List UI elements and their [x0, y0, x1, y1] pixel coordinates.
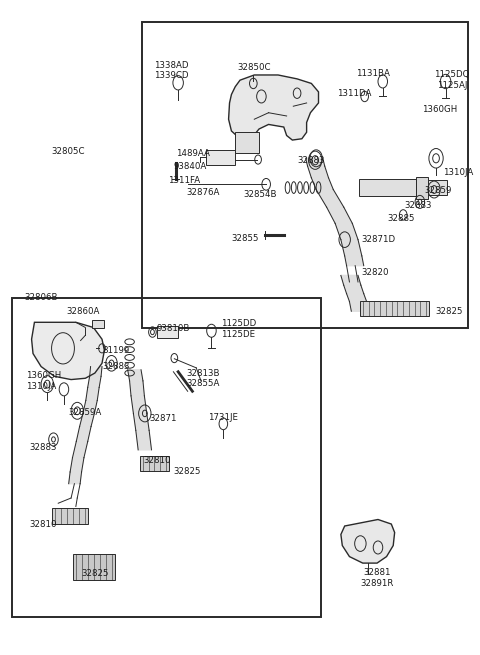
Text: 32876A: 32876A [187, 187, 220, 196]
Text: 93810B: 93810B [156, 324, 190, 333]
Text: 32859: 32859 [424, 186, 452, 195]
Polygon shape [128, 370, 143, 381]
Polygon shape [316, 189, 344, 207]
Polygon shape [133, 413, 149, 430]
Polygon shape [69, 472, 82, 483]
Text: 32825: 32825 [173, 468, 201, 476]
Text: 32883: 32883 [298, 156, 325, 165]
Polygon shape [335, 223, 358, 240]
Polygon shape [32, 322, 104, 379]
Text: 32881
32891R: 32881 32891R [360, 569, 394, 588]
Text: 32813B
32855A: 32813B 32855A [187, 369, 220, 388]
Bar [360, 301, 429, 316]
Polygon shape [136, 430, 152, 450]
Polygon shape [130, 381, 144, 396]
Text: 32825: 32825 [81, 569, 108, 578]
Text: 32825: 32825 [435, 307, 463, 316]
Polygon shape [326, 207, 352, 223]
Text: 32859A: 32859A [69, 407, 102, 417]
Text: 32883: 32883 [102, 362, 130, 371]
Polygon shape [80, 413, 95, 426]
Text: 32871: 32871 [150, 414, 177, 423]
Polygon shape [88, 377, 101, 387]
Text: 1489AA: 1489AA [176, 149, 210, 158]
Text: 32883: 32883 [30, 443, 57, 452]
Polygon shape [86, 387, 99, 400]
Polygon shape [157, 326, 178, 338]
Polygon shape [90, 367, 102, 377]
Text: 32883: 32883 [405, 200, 432, 210]
Polygon shape [306, 159, 324, 166]
Text: 32871D: 32871D [362, 235, 396, 244]
Polygon shape [308, 166, 328, 178]
Text: 32860A: 32860A [66, 307, 100, 316]
Polygon shape [312, 178, 333, 189]
Text: 32805C: 32805C [52, 147, 85, 157]
Text: 1311DA: 1311DA [337, 88, 372, 98]
Text: 1360GH: 1360GH [422, 105, 457, 114]
Text: 1311FA: 1311FA [168, 176, 200, 185]
Polygon shape [70, 458, 84, 472]
Polygon shape [347, 293, 367, 301]
Text: 32806B: 32806B [24, 293, 58, 302]
Text: 93840A: 93840A [173, 162, 206, 170]
Polygon shape [341, 276, 361, 285]
Text: 32820: 32820 [362, 268, 389, 276]
Text: 1125DQ
1125AJ: 1125DQ 1125AJ [434, 71, 469, 90]
Polygon shape [131, 396, 147, 413]
Polygon shape [341, 519, 395, 563]
Text: 32854B: 32854B [244, 189, 277, 198]
Text: 32885: 32885 [387, 214, 415, 223]
Bar [52, 508, 88, 524]
Polygon shape [235, 132, 259, 153]
Polygon shape [345, 256, 364, 266]
Polygon shape [341, 240, 362, 256]
Text: 81199: 81199 [102, 346, 129, 355]
Polygon shape [428, 179, 447, 195]
Polygon shape [344, 285, 364, 293]
Text: 32810: 32810 [144, 457, 171, 466]
Polygon shape [359, 179, 416, 196]
Text: 32850C: 32850C [238, 63, 271, 71]
Text: 1731JE: 1731JE [208, 413, 239, 422]
Bar [140, 457, 168, 471]
Polygon shape [416, 176, 428, 198]
Polygon shape [206, 150, 235, 165]
Text: 1131BA: 1131BA [356, 69, 390, 78]
Polygon shape [93, 320, 104, 328]
Polygon shape [228, 75, 319, 140]
Text: 1310JA: 1310JA [443, 168, 473, 177]
Polygon shape [72, 441, 88, 458]
Polygon shape [83, 400, 97, 413]
Bar [72, 554, 115, 580]
Text: 32855: 32855 [231, 234, 259, 243]
Polygon shape [76, 426, 91, 441]
Text: 32810: 32810 [30, 519, 57, 529]
Text: 1360GH
1310JA: 1360GH 1310JA [26, 371, 61, 390]
Polygon shape [349, 301, 369, 311]
Text: 1125DD
1125DE: 1125DD 1125DE [221, 319, 256, 339]
Text: 1338AD
1339CD: 1338AD 1339CD [154, 61, 188, 80]
